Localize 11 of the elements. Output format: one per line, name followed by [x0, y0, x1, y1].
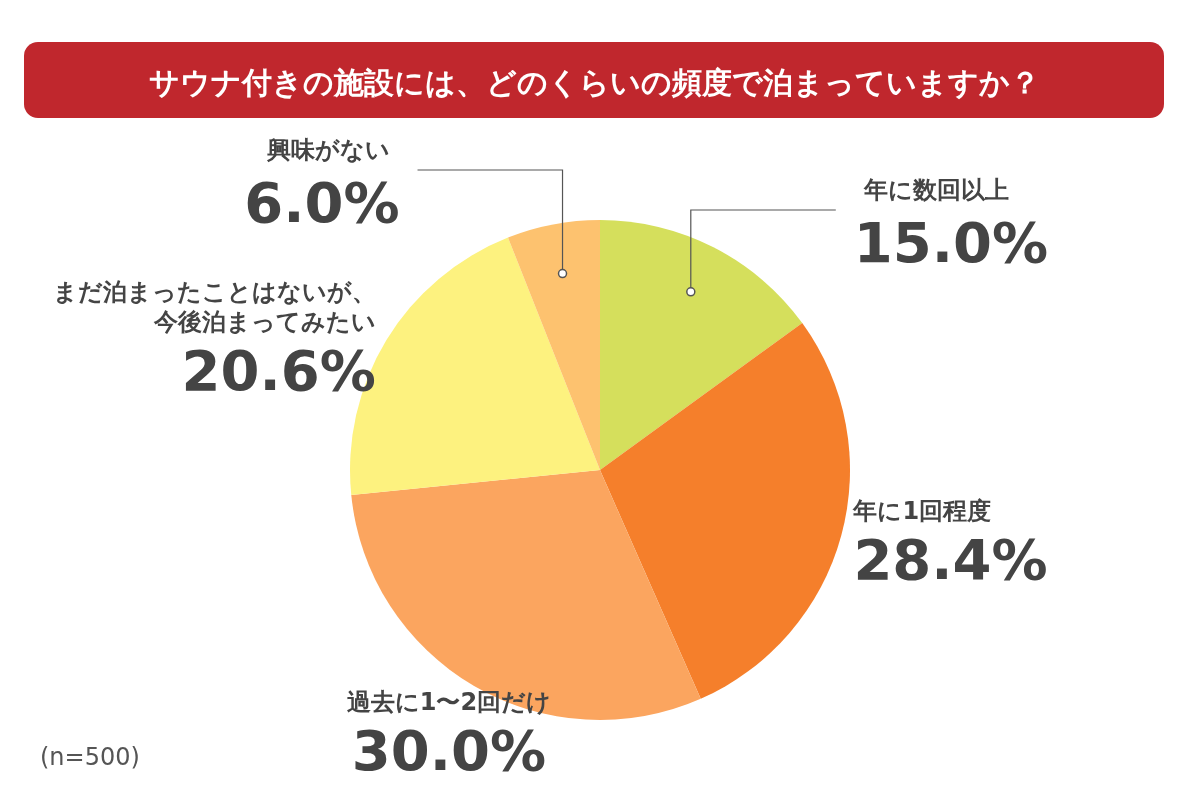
data-label: 15.0%	[853, 210, 1049, 275]
slice-label: 興味がない	[265, 136, 390, 164]
data-label: 28.4%	[853, 527, 1048, 593]
slice-label: まだ泊まったことはないが、今後泊まってみたい	[52, 277, 376, 336]
text: (n=500)	[40, 743, 140, 771]
slice-label: 年に数回以上	[862, 176, 1009, 204]
data-label: 6.0%	[244, 170, 400, 235]
chart-title: サウナ付きの施設には、どのくらいの頻度で泊まっていますか？	[148, 65, 1040, 100]
data-label: 20.6%	[181, 337, 376, 403]
slice-label: 年に1回程度	[852, 497, 992, 526]
data-label: 30.0%	[351, 718, 547, 784]
